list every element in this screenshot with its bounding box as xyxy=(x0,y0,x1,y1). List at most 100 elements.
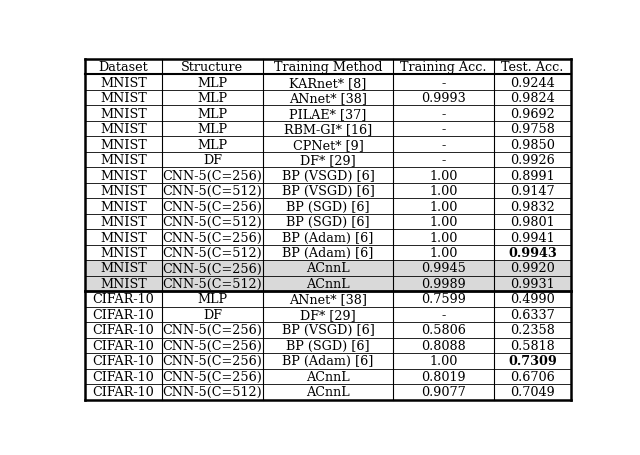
Text: ACnnL: ACnnL xyxy=(306,385,350,399)
Text: MNIST: MNIST xyxy=(100,247,147,259)
Text: 0.9945: 0.9945 xyxy=(421,262,466,275)
Text: CNN-5(C=512): CNN-5(C=512) xyxy=(163,247,262,259)
Text: BP (SGD) [6]: BP (SGD) [6] xyxy=(286,200,370,213)
Text: MNIST: MNIST xyxy=(100,154,147,167)
Text: MNIST: MNIST xyxy=(100,138,147,152)
Text: CNN-5(C=256): CNN-5(C=256) xyxy=(163,354,262,368)
Text: CPNet* [9]: CPNet* [9] xyxy=(292,138,364,152)
Text: 0.9758: 0.9758 xyxy=(510,123,555,136)
Text: MNIST: MNIST xyxy=(100,262,147,275)
Text: 0.9993: 0.9993 xyxy=(421,92,466,105)
Text: KARnet* [8]: KARnet* [8] xyxy=(289,76,367,90)
Text: ACnnL: ACnnL xyxy=(306,262,350,275)
Text: BP (Adam) [6]: BP (Adam) [6] xyxy=(282,354,374,368)
Text: 0.4990: 0.4990 xyxy=(510,293,555,306)
Text: Structure: Structure xyxy=(181,61,243,74)
Text: 0.9943: 0.9943 xyxy=(508,247,557,259)
Text: -: - xyxy=(442,107,445,121)
Text: MLP: MLP xyxy=(197,107,227,121)
Text: MNIST: MNIST xyxy=(100,107,147,121)
Text: CIFAR-10: CIFAR-10 xyxy=(93,339,154,352)
Text: 1.00: 1.00 xyxy=(429,354,458,368)
Text: MLP: MLP xyxy=(197,293,227,306)
Text: CIFAR-10: CIFAR-10 xyxy=(93,308,154,321)
Text: 0.6706: 0.6706 xyxy=(510,370,555,383)
Text: RBM-GI* [16]: RBM-GI* [16] xyxy=(284,123,372,136)
Text: PILAE* [37]: PILAE* [37] xyxy=(289,107,367,121)
Text: BP (SGD) [6]: BP (SGD) [6] xyxy=(286,216,370,228)
Text: Dataset: Dataset xyxy=(99,61,148,74)
Text: 1.00: 1.00 xyxy=(429,169,458,182)
Text: CNN-5(C=512): CNN-5(C=512) xyxy=(163,216,262,228)
Text: CNN-5(C=512): CNN-5(C=512) xyxy=(163,185,262,197)
Text: CIFAR-10: CIFAR-10 xyxy=(93,370,154,383)
Text: ANnet* [38]: ANnet* [38] xyxy=(289,293,367,306)
Text: CNN-5(C=512): CNN-5(C=512) xyxy=(163,278,262,290)
Text: BP (SGD) [6]: BP (SGD) [6] xyxy=(286,339,370,352)
Text: BP (Adam) [6]: BP (Adam) [6] xyxy=(282,231,374,244)
Text: 0.8991: 0.8991 xyxy=(510,169,555,182)
Text: 1.00: 1.00 xyxy=(429,231,458,244)
Text: 0.9920: 0.9920 xyxy=(510,262,555,275)
Text: BP (Adam) [6]: BP (Adam) [6] xyxy=(282,247,374,259)
Text: 0.8088: 0.8088 xyxy=(421,339,466,352)
Text: DF: DF xyxy=(203,154,222,167)
Text: MNIST: MNIST xyxy=(100,123,147,136)
Text: -: - xyxy=(442,123,445,136)
Text: 0.9832: 0.9832 xyxy=(510,200,555,213)
Text: 0.7309: 0.7309 xyxy=(508,354,557,368)
Text: CNN-5(C=256): CNN-5(C=256) xyxy=(163,339,262,352)
Text: 0.9941: 0.9941 xyxy=(510,231,555,244)
Text: CIFAR-10: CIFAR-10 xyxy=(93,293,154,306)
Text: MLP: MLP xyxy=(197,92,227,105)
Text: CIFAR-10: CIFAR-10 xyxy=(93,324,154,337)
Text: BP (VSGD) [6]: BP (VSGD) [6] xyxy=(282,324,374,337)
Text: MLP: MLP xyxy=(197,76,227,90)
Text: 0.2358: 0.2358 xyxy=(510,324,555,337)
Text: ACnnL: ACnnL xyxy=(306,370,350,383)
Text: 0.7599: 0.7599 xyxy=(421,293,466,306)
Text: -: - xyxy=(442,138,445,152)
Text: BP (VSGD) [6]: BP (VSGD) [6] xyxy=(282,185,374,197)
Text: Test. Acc.: Test. Acc. xyxy=(501,61,564,74)
Text: -: - xyxy=(442,154,445,167)
Text: MLP: MLP xyxy=(197,123,227,136)
Text: 0.9824: 0.9824 xyxy=(510,92,555,105)
Text: 1.00: 1.00 xyxy=(429,247,458,259)
Text: MNIST: MNIST xyxy=(100,185,147,197)
Text: MNIST: MNIST xyxy=(100,200,147,213)
Bar xyxy=(85,276,571,292)
Text: -: - xyxy=(442,76,445,90)
Text: MNIST: MNIST xyxy=(100,169,147,182)
Text: 0.6337: 0.6337 xyxy=(510,308,555,321)
Text: MNIST: MNIST xyxy=(100,231,147,244)
Text: Training Acc.: Training Acc. xyxy=(401,61,487,74)
Text: 1.00: 1.00 xyxy=(429,185,458,197)
Text: 0.8019: 0.8019 xyxy=(421,370,466,383)
Text: CNN-5(C=256): CNN-5(C=256) xyxy=(163,200,262,213)
Text: 1.00: 1.00 xyxy=(429,200,458,213)
Text: MNIST: MNIST xyxy=(100,76,147,90)
Bar xyxy=(85,261,571,276)
Text: MLP: MLP xyxy=(197,138,227,152)
Text: 0.9989: 0.9989 xyxy=(421,278,466,290)
Text: DF* [29]: DF* [29] xyxy=(300,154,356,167)
Text: 0.9850: 0.9850 xyxy=(510,138,555,152)
Text: 0.5818: 0.5818 xyxy=(510,339,555,352)
Text: CNN-5(C=256): CNN-5(C=256) xyxy=(163,231,262,244)
Text: DF: DF xyxy=(203,308,222,321)
Text: 0.9931: 0.9931 xyxy=(510,278,555,290)
Text: -: - xyxy=(442,308,445,321)
Text: 0.9147: 0.9147 xyxy=(510,185,555,197)
Text: 0.7049: 0.7049 xyxy=(510,385,555,399)
Text: CIFAR-10: CIFAR-10 xyxy=(93,354,154,368)
Text: 0.9244: 0.9244 xyxy=(510,76,555,90)
Text: 0.5806: 0.5806 xyxy=(421,324,466,337)
Text: 0.9801: 0.9801 xyxy=(510,216,555,228)
Text: DF* [29]: DF* [29] xyxy=(300,308,356,321)
Text: CIFAR-10: CIFAR-10 xyxy=(93,385,154,399)
Text: BP (VSGD) [6]: BP (VSGD) [6] xyxy=(282,169,374,182)
Text: MNIST: MNIST xyxy=(100,216,147,228)
Text: ACnnL: ACnnL xyxy=(306,278,350,290)
Text: CNN-5(C=512): CNN-5(C=512) xyxy=(163,385,262,399)
